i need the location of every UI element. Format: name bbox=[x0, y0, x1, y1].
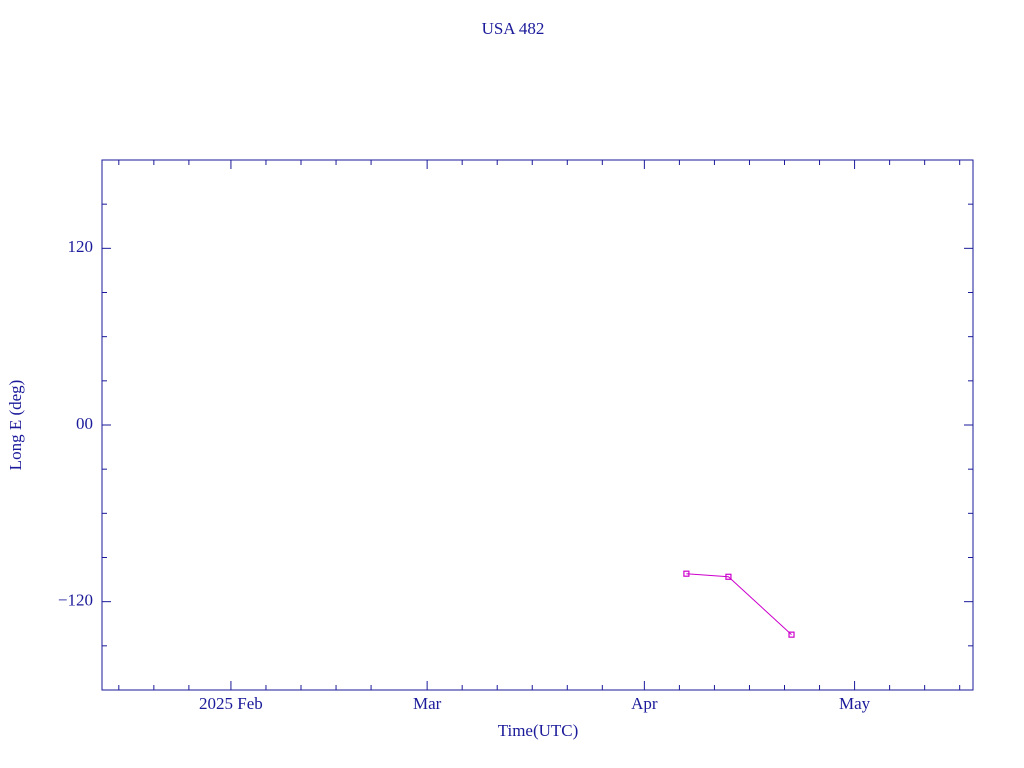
chart-title: USA 482 bbox=[482, 19, 545, 38]
x-axis-label: Time(UTC) bbox=[498, 721, 579, 740]
x-tick-label: 2025 Feb bbox=[199, 694, 263, 713]
series-line bbox=[686, 573, 792, 636]
data-point bbox=[788, 631, 795, 638]
x-tick-label: Mar bbox=[413, 694, 442, 713]
y-tick-label: 120 bbox=[68, 237, 94, 256]
plot-frame bbox=[101, 159, 974, 691]
x-tick-label: Apr bbox=[631, 694, 658, 713]
x-tick-label: May bbox=[839, 694, 871, 713]
y-tick-label: −120 bbox=[58, 591, 93, 610]
data-point bbox=[725, 573, 732, 580]
data-point bbox=[683, 570, 690, 577]
y-axis-label: Long E (deg) bbox=[6, 380, 25, 471]
y-tick-label: 00 bbox=[76, 414, 93, 433]
